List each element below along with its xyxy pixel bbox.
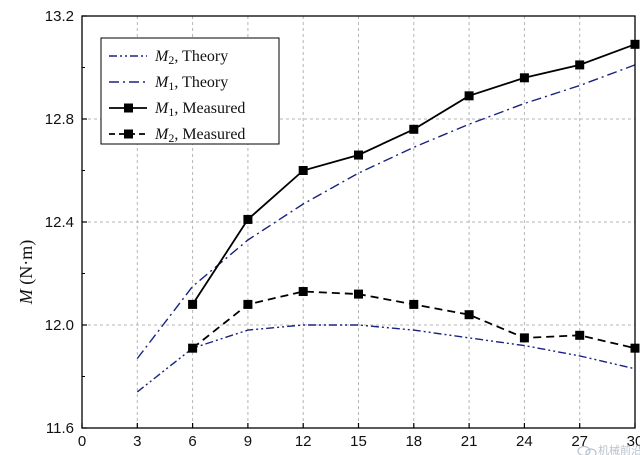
data-point [188, 343, 198, 353]
y-tick-label: 12.8 [45, 111, 74, 128]
data-point [188, 299, 198, 309]
y-tick-label: 11.6 [46, 420, 74, 437]
x-tick-label: 12 [295, 433, 312, 450]
x-tick-label: 6 [188, 433, 196, 450]
data-point [519, 333, 529, 343]
data-point [354, 289, 363, 299]
data-point [519, 73, 529, 83]
data-point [298, 166, 308, 175]
x-tick-label: 24 [516, 433, 533, 450]
wechat-logo-icon [577, 445, 597, 455]
legend-label-2: M1, Measured [154, 100, 245, 119]
x-tick-labels: 0 3 6 9 12 15 18 21 24 27 30 [78, 433, 640, 450]
watermark-text: 机械前沿 [598, 443, 640, 455]
x-tick-label: 3 [133, 433, 141, 450]
legend: M2, Theory M1, Theory M1, Measured M2, Meas… [100, 37, 280, 145]
x-tick-label: 30 [627, 433, 640, 450]
data-point [409, 299, 419, 309]
legend-label-1: M1, Theory [154, 74, 228, 93]
legend-marker [124, 103, 133, 113]
axis-ticks [81, 15, 636, 429]
legend-label-3: M2, Measured [154, 126, 245, 145]
x-tick-label: 15 [350, 433, 367, 450]
data-point [464, 91, 474, 101]
data-point [243, 214, 253, 224]
x-tick-label: 27 [571, 433, 588, 450]
data-point [298, 287, 308, 297]
legend-marker [124, 129, 133, 139]
x-tick-label: 18 [405, 433, 422, 450]
y-tick-label: 13.2 [45, 8, 74, 25]
data-point [354, 150, 363, 160]
legend-label-0: M2, Theory [154, 48, 228, 67]
y-axis-title: M (N·m) [16, 240, 37, 305]
data-point [575, 60, 585, 70]
data-point [409, 124, 419, 134]
data-point [243, 299, 253, 309]
x-tick-label: 21 [461, 433, 478, 450]
series-lines [136, 39, 640, 393]
y-tick-labels: 11.6 12.0 12.4 12.8 13.2 [45, 8, 74, 437]
data-point [575, 330, 585, 340]
x-tick-label: 9 [244, 433, 252, 450]
x-tick-label: 0 [78, 433, 86, 450]
data-point [464, 310, 474, 320]
watermark: 机械前沿 [577, 443, 640, 455]
y-tick-label: 12.0 [45, 317, 74, 334]
y-tick-label: 12.4 [45, 214, 74, 231]
